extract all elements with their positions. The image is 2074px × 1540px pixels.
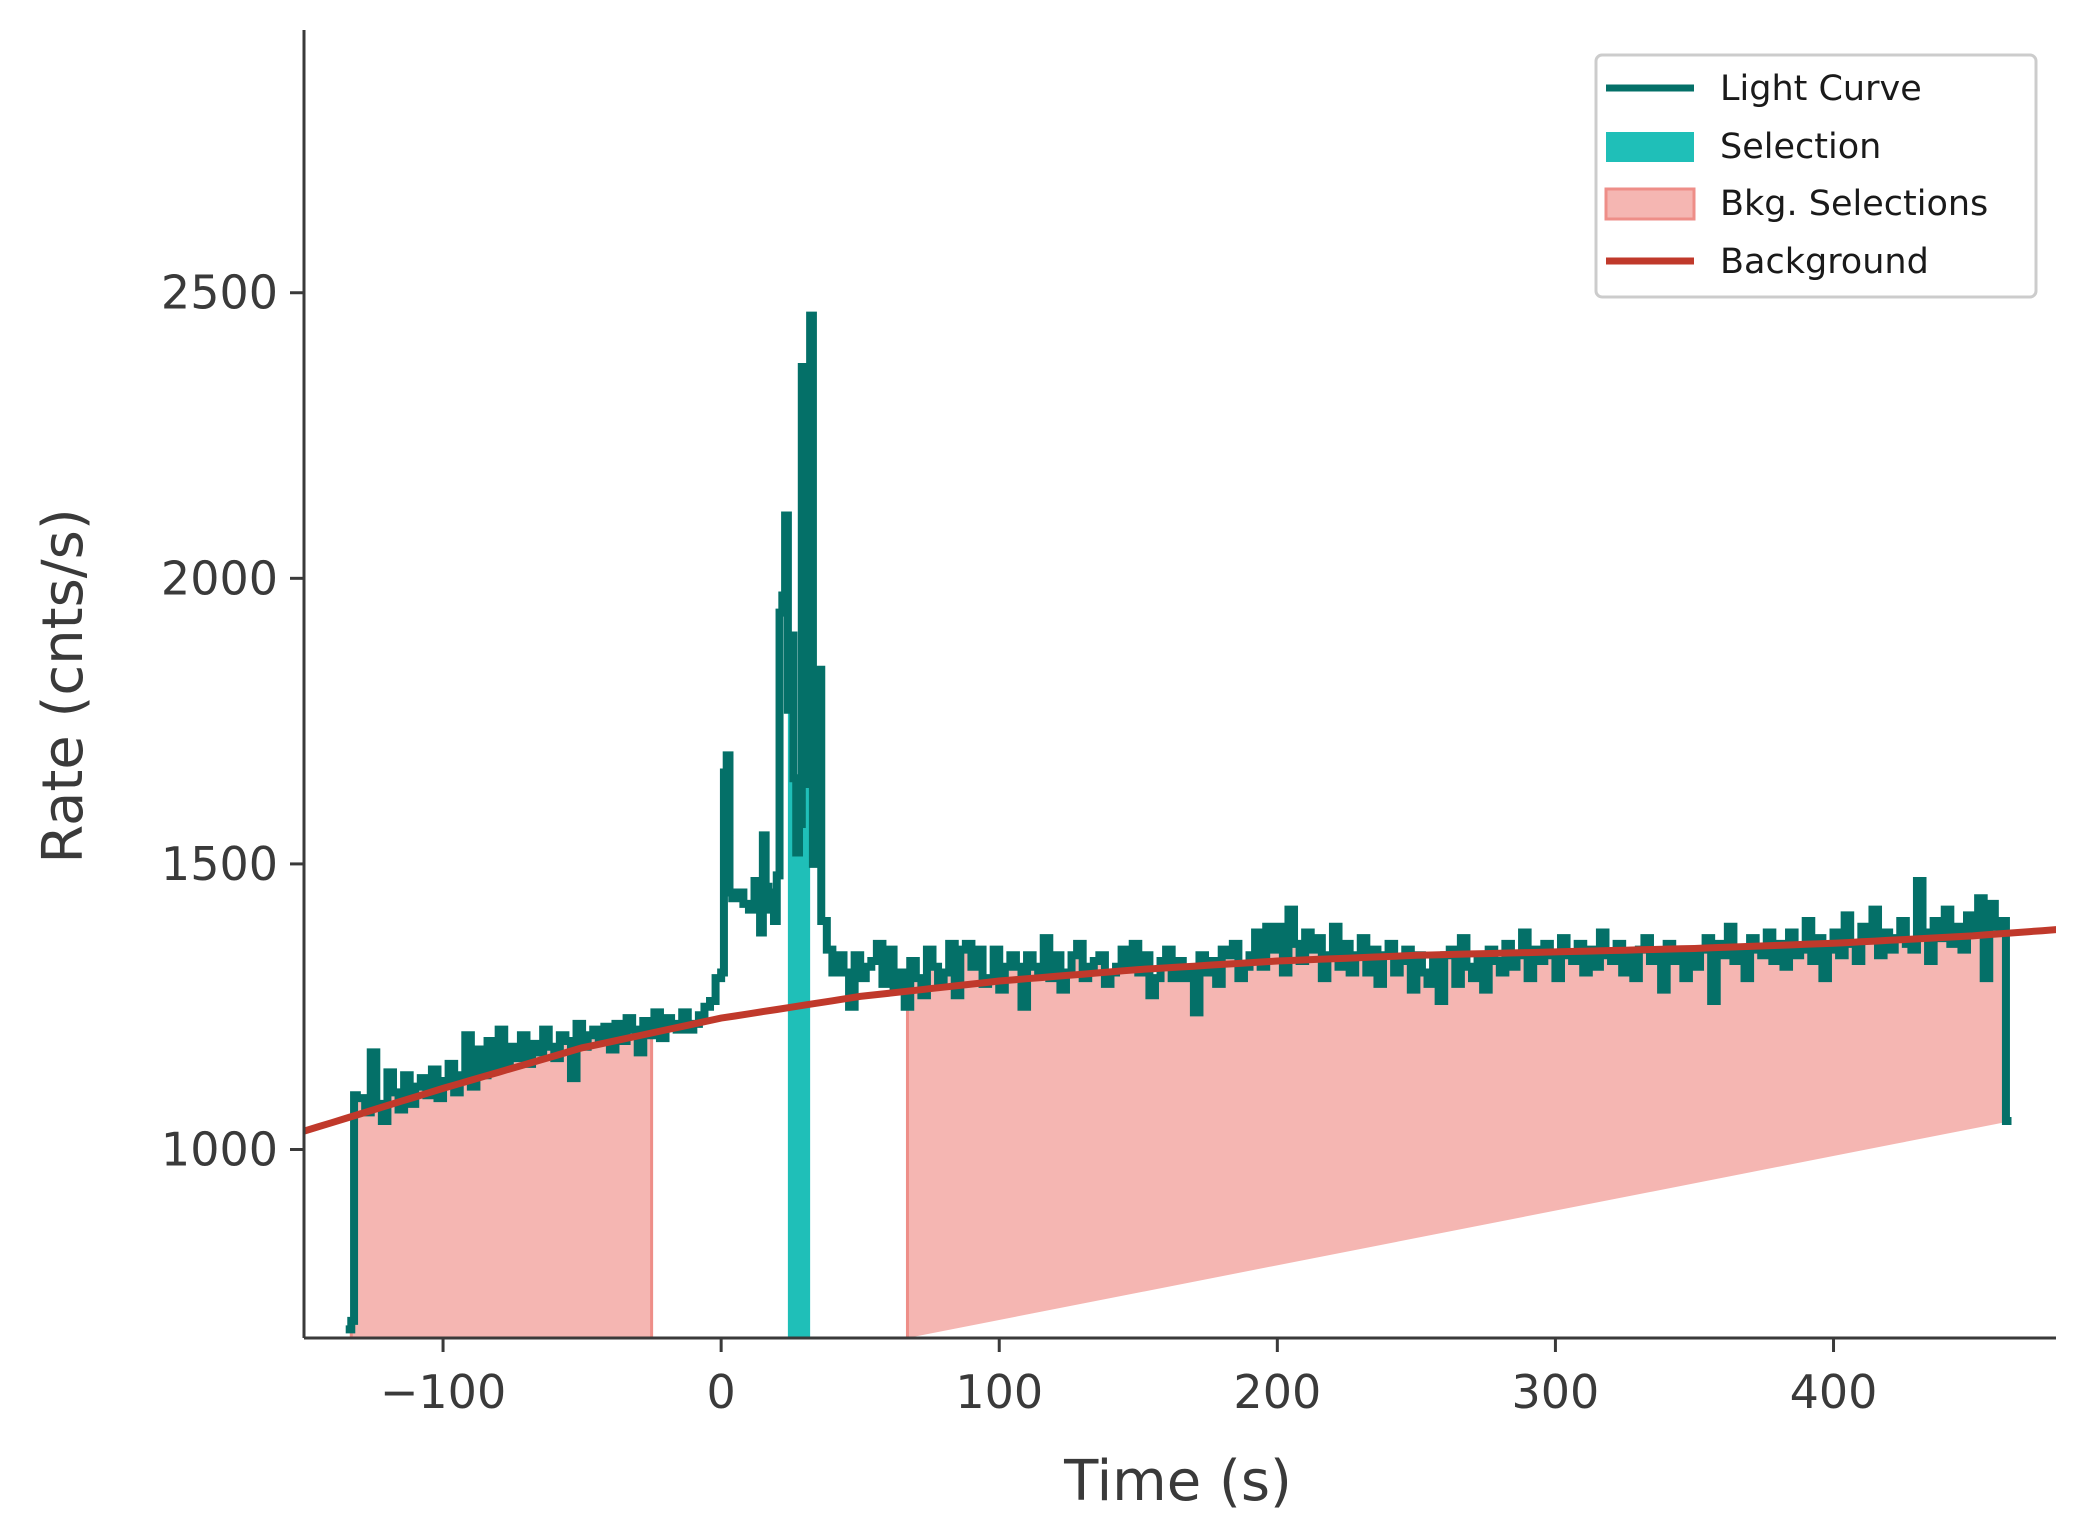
legend-label-light-curve: Light Curve bbox=[1720, 69, 1922, 109]
y-axis-title: Rate (cnts/s) bbox=[31, 508, 96, 863]
x-tick-label: 100 bbox=[955, 1365, 1043, 1419]
y-tick-label: 1500 bbox=[161, 837, 278, 891]
y-tick-label: 2000 bbox=[161, 551, 278, 605]
legend-swatch-selection bbox=[1606, 132, 1694, 162]
x-tick-label: −100 bbox=[380, 1365, 506, 1419]
x-tick-label: 400 bbox=[1790, 1365, 1878, 1419]
y-tick-label: 2500 bbox=[161, 266, 278, 320]
legend-swatch-bkg-selections bbox=[1604, 187, 1696, 221]
x-axis-ticks: −100 0 100 200 300 400 bbox=[380, 1338, 1878, 1419]
y-tick-label: 1000 bbox=[161, 1123, 278, 1177]
background-model-line bbox=[304, 926, 2056, 1135]
x-tick-label: 300 bbox=[1512, 1365, 1600, 1419]
x-tick-label: 0 bbox=[707, 1365, 736, 1419]
legend-label-selection: Selection bbox=[1720, 127, 1881, 167]
y-axis-ticks: 1000 1500 2000 2500 bbox=[161, 266, 304, 1177]
legend: Light Curve Selection Bkg. Selections Ba… bbox=[1594, 53, 2038, 299]
x-tick-label: 200 bbox=[1233, 1365, 1321, 1419]
legend-frame bbox=[1594, 53, 2038, 299]
legend-label-bkg-selections: Bkg. Selections bbox=[1720, 184, 1988, 224]
x-axis-title: Time (s) bbox=[1063, 1449, 1292, 1514]
legend-label-background: Background bbox=[1720, 242, 1929, 282]
